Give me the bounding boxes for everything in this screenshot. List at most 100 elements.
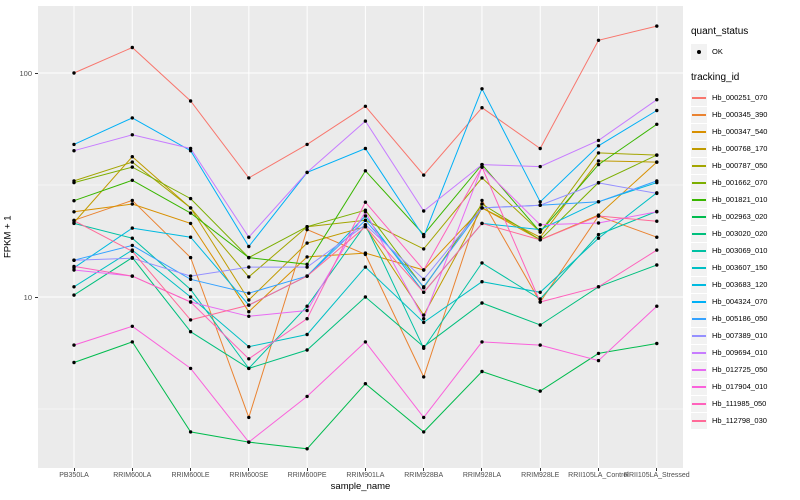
- legend-line-icon: [692, 232, 706, 235]
- data-point: [596, 144, 601, 148]
- data-point: [538, 389, 542, 393]
- data-point: [480, 206, 484, 210]
- legend-line-icon: [692, 419, 706, 422]
- data-point: [422, 290, 426, 294]
- ok-point-icon: [697, 49, 701, 54]
- legend-item-label: Hb_003683_120: [712, 280, 768, 289]
- data-point: [305, 142, 309, 147]
- x-tick-label: PB350LA: [59, 472, 89, 479]
- data-point: [480, 280, 484, 284]
- data-point: [422, 313, 426, 317]
- data-point: [363, 214, 368, 218]
- x-tick-mark: [306, 468, 308, 471]
- legend-key: [691, 140, 707, 157]
- data-point: [188, 300, 193, 304]
- legend-line-icon: [692, 334, 706, 337]
- data-point: [596, 285, 601, 289]
- data-point: [305, 225, 309, 229]
- data-point: [188, 206, 193, 210]
- legend-line-icon: [692, 249, 706, 252]
- legend-item: Hb_003683_120: [691, 276, 799, 293]
- x-tick-mark: [539, 468, 541, 471]
- legend-item-label: Hb_001821_010: [712, 195, 768, 204]
- y-tick-label: 10: [23, 292, 32, 302]
- data-point: [363, 382, 368, 386]
- data-point: [130, 178, 134, 182]
- data-point: [363, 146, 368, 151]
- data-point: [130, 155, 134, 159]
- legend-item-label: Hb_003607_150: [712, 263, 768, 272]
- x-tick-label: RRIM600SE: [229, 472, 269, 479]
- data-point: [422, 285, 426, 289]
- data-point: [130, 274, 134, 278]
- data-point: [247, 275, 251, 279]
- data-point: [596, 358, 601, 363]
- legend-line-icon: [692, 300, 706, 303]
- data-point: [655, 160, 659, 164]
- data-point: [655, 248, 659, 252]
- legend-item: Hb_000347_540: [691, 123, 799, 140]
- y-tick-label: 100: [19, 68, 32, 78]
- x-tick-mark: [481, 468, 483, 471]
- data-point: [72, 285, 76, 289]
- data-point: [538, 164, 542, 169]
- data-point: [305, 262, 309, 266]
- data-point: [422, 247, 426, 251]
- x-tick-mark: [364, 468, 366, 471]
- legend-line-icon: [692, 181, 706, 184]
- data-point: [422, 268, 426, 272]
- legend-line-icon: [692, 113, 706, 116]
- data-point: [130, 243, 134, 248]
- legend-line-icon: [692, 402, 706, 405]
- data-point: [538, 235, 542, 239]
- legend-item: Hb_007389_010: [691, 327, 799, 344]
- legend-line-icon: [692, 266, 706, 269]
- legend-key: [691, 43, 707, 60]
- data-point: [422, 375, 426, 379]
- data-point: [188, 366, 193, 371]
- legend-item: Hb_003069_010: [691, 242, 799, 259]
- data-point: [188, 295, 193, 299]
- legend-key: [691, 276, 707, 293]
- data-point: [130, 324, 134, 328]
- data-point: [480, 221, 484, 226]
- x-tick-mark: [423, 468, 425, 471]
- data-point: [72, 264, 76, 269]
- data-point: [247, 310, 251, 314]
- legend-item: Hb_003020_020: [691, 225, 799, 242]
- legend-key: [691, 89, 707, 106]
- legend-item: Hb_000787_050: [691, 157, 799, 174]
- data-point: [188, 211, 193, 215]
- data-point: [363, 169, 368, 173]
- legend-key: [691, 395, 707, 412]
- data-point: [655, 219, 659, 223]
- legend-key: [691, 208, 707, 225]
- data-point: [188, 287, 193, 292]
- data-point: [655, 304, 659, 308]
- legend-line-icon: [692, 368, 706, 371]
- data-point: [480, 106, 484, 110]
- legend-line-icon: [692, 164, 706, 167]
- data-point: [538, 297, 542, 301]
- chart-panel: [38, 6, 683, 468]
- data-point: [305, 274, 309, 278]
- data-point: [188, 430, 193, 434]
- data-point: [247, 357, 251, 361]
- legend-line-icon: [692, 96, 706, 99]
- legend-title-quant-status: quant_status: [691, 26, 749, 37]
- data-point: [247, 235, 251, 239]
- legend-item-label: Hb_003020_020: [712, 229, 768, 238]
- data-point: [363, 218, 368, 222]
- data-point: [655, 122, 659, 127]
- legend-line-icon: [692, 198, 706, 201]
- legend-item: Hb_001821_010: [691, 191, 799, 208]
- data-point: [130, 202, 134, 206]
- legend-item-ok: OK: [691, 43, 799, 60]
- legend-item: Hb_111985_050: [691, 395, 799, 412]
- data-point: [305, 447, 309, 451]
- data-point: [305, 332, 309, 337]
- x-tick-label: RRIM901LA: [346, 472, 385, 479]
- legend-key: [691, 310, 707, 327]
- data-point: [247, 303, 251, 307]
- data-point: [655, 24, 659, 28]
